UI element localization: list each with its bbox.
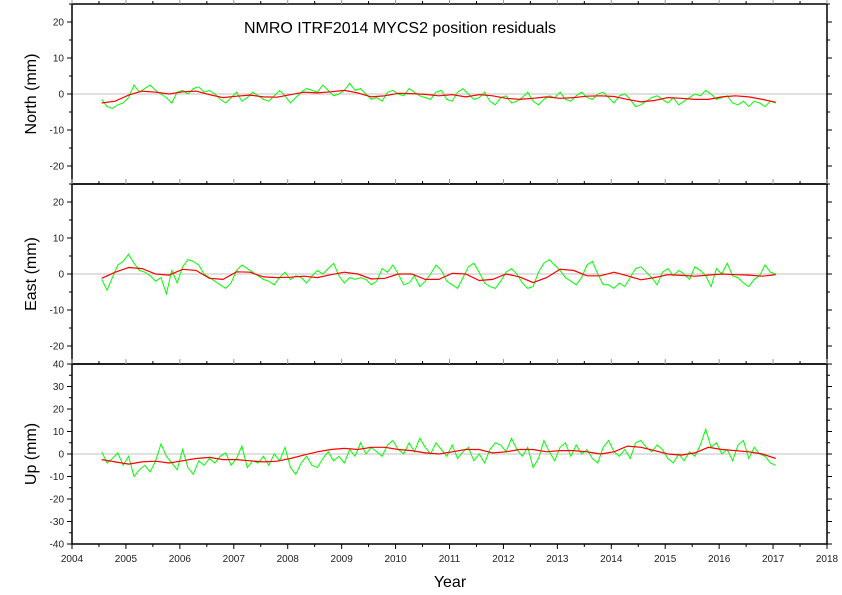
y-tick-label: -40: [50, 540, 65, 551]
panel-east: 20 10 0 -10 -20 East (mm): [23, 179, 832, 365]
up-residuals-series: [101, 427, 776, 478]
up-model-series: [101, 445, 776, 465]
y-tick-label: 10: [53, 234, 65, 245]
north-model-series: [101, 89, 776, 104]
y-tick-label: -10: [50, 306, 65, 317]
east-residuals-series: [101, 253, 776, 296]
y-tick-label: 30: [53, 382, 65, 393]
x-tick-label: 2011: [439, 554, 461, 565]
x-tick-label: 2005: [115, 554, 138, 565]
x-tick-label: 2016: [708, 554, 731, 565]
y-tick-label: -10: [50, 126, 65, 137]
x-tick-label: 2015: [654, 554, 677, 565]
y-tick-label: 10: [53, 427, 65, 438]
x-tick-label: 2006: [169, 554, 192, 565]
x-tick-label: 2009: [331, 554, 354, 565]
chart-title: NMRO ITRF2014 MYCS2 position residuals: [244, 20, 556, 37]
x-tick-label: 2017: [762, 554, 785, 565]
y-tick-label: -30: [50, 517, 65, 528]
y-tick-label: 20: [53, 198, 65, 209]
x-tick-label: 2004: [61, 554, 84, 565]
x-tick-label: 2010: [384, 554, 407, 565]
y-tick-label: 0: [58, 90, 64, 101]
y-tick-label: 20: [53, 405, 65, 416]
y-axis-title: North (mm): [23, 54, 40, 135]
y-axis-title: East (mm): [23, 237, 40, 311]
y-tick-label: -20: [50, 495, 65, 506]
y-tick-label: -10: [50, 472, 65, 483]
x-tick-label: 2014: [600, 554, 623, 565]
y-tick-label: 40: [53, 360, 65, 371]
x-axis-title: Year: [434, 574, 467, 591]
east-model-series: [101, 266, 776, 284]
y-tick-label: 0: [58, 270, 64, 281]
x-tick-label: 2007: [223, 554, 246, 565]
x-tick-label: 2008: [277, 554, 300, 565]
x-tick-label: 2018: [816, 554, 839, 565]
panel-up: 40 30 20 10 0 -10 -20 -30 -40 Up (mm): [23, 359, 832, 551]
y-tick-label: -20: [50, 342, 65, 353]
y-tick-label: 0: [58, 450, 64, 461]
y-tick-label: -20: [50, 162, 65, 173]
x-tick-label: 2013: [546, 554, 569, 565]
y-axis-title: Up (mm): [23, 423, 40, 485]
x-tick-label: 2012: [492, 554, 515, 565]
north-residuals-series: [101, 82, 776, 109]
y-tick-label: 20: [53, 18, 65, 29]
y-tick-label: 10: [53, 54, 65, 65]
